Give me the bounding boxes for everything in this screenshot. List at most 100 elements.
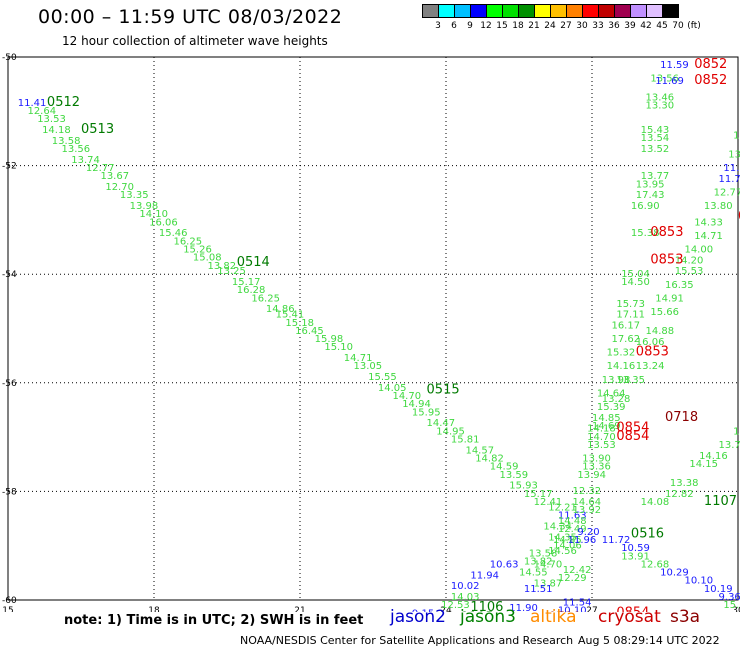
wave-height-value: 15.98: [315, 334, 344, 345]
wave-height-value: 13.98: [602, 375, 631, 386]
wave-height-value: 15.41: [276, 310, 305, 321]
pass-time-label: 0513: [81, 122, 114, 137]
wave-height-value: 14.10: [139, 209, 168, 220]
legend-label: 45: [656, 21, 668, 31]
wave-height-value: 13.36: [582, 462, 611, 473]
wave-height-value: 14.06: [553, 540, 582, 551]
wave-height-value: 14.08: [641, 497, 670, 508]
pass-time-label: 0853: [650, 252, 683, 267]
wave-height-value: 15.17: [232, 277, 261, 288]
wave-height-value: 9.15: [412, 608, 434, 612]
wave-height-value: 16.25: [173, 236, 202, 247]
wave-height-value: 12.82: [665, 489, 694, 500]
wave-height-value: 14.33: [694, 217, 723, 228]
wave-height-value: 16.45: [295, 326, 324, 337]
y-tick-label: -60: [2, 596, 17, 606]
wave-height-value: 14.69: [592, 421, 621, 432]
legend-label: 3: [435, 21, 441, 31]
wave-height-value: 13.98: [130, 201, 159, 212]
pass-time-label: 0516: [631, 527, 664, 542]
wave-height-value: 15.18: [285, 318, 314, 329]
wave-height-value: 10.59: [621, 543, 650, 554]
wave-height-value: 15.08: [193, 253, 222, 264]
wave-height-value: 15.55: [368, 372, 397, 383]
wave-height-value: 9.36: [719, 592, 740, 603]
plot-frame: [7, 56, 739, 601]
wave-height-value: 14: [733, 426, 740, 437]
legend-label: 27: [560, 21, 572, 31]
wave-height-value: 14.70: [587, 432, 616, 443]
wave-height-value: 13.82: [208, 261, 237, 272]
x-tick-label: 24: [440, 606, 452, 612]
pass-time-label: 0853: [650, 225, 683, 240]
pass-time-label: 0718: [665, 410, 698, 425]
legend-swatch: [662, 4, 679, 18]
x-tick-label: 15: [2, 606, 13, 612]
wave-height-value: 11.41: [18, 98, 47, 109]
wave-height-value: 14.59: [490, 462, 519, 473]
wave-height-value: 15.93: [509, 481, 538, 492]
chart-title: 00:00 – 11:59 UTC 08/03/2022: [38, 6, 343, 28]
wave-height-value: 13.46: [646, 92, 675, 103]
wave-height-value: 11.94: [470, 570, 499, 581]
legend-label: 39: [624, 21, 636, 31]
legend-label: 70: [672, 21, 684, 31]
wave-height-value: 14.16: [699, 451, 728, 462]
wave-height-value: 14.48: [558, 516, 587, 527]
wave-height-value: 13.80: [704, 201, 733, 212]
wave-height-value: 13.92: [573, 505, 602, 516]
legend-label: 33: [592, 21, 604, 31]
wave-height-value: 12.21: [548, 502, 577, 513]
wave-height-value: 11.63: [558, 511, 587, 522]
wave-height-value: 13.94: [577, 470, 606, 481]
wave-height-value: 11.96: [568, 535, 597, 546]
color-legend: 3 6 9 12 15 18 21 24 27 30 33 36 39 42 45 70 (ft): [422, 4, 701, 31]
wave-height-value: 14.86: [266, 304, 295, 315]
wave-height-value: 11.8: [723, 163, 740, 174]
wave-height-value: 13.25: [217, 266, 246, 277]
pass-time-label: 0852: [694, 57, 727, 72]
wave-height-value: 10.10: [684, 576, 713, 587]
note-text: note: 1) Time is in UTC; 2) SWH is in fe…: [64, 613, 364, 628]
wave-height-value: 14.91: [655, 293, 684, 304]
wave-height-value: 13.: [728, 149, 740, 160]
wave-height-value: 14.70: [392, 391, 421, 402]
legend-label: 12: [480, 21, 492, 31]
wave-height-value: 15.81: [451, 435, 480, 446]
pass-time-label: 0854: [616, 421, 649, 436]
legend-label: 36: [608, 21, 620, 31]
wave-height-value: 15.26: [183, 244, 212, 255]
wave-height-value: 15.10: [324, 342, 353, 353]
wave-height-value: 11.90: [509, 603, 538, 612]
wave-height-value: 12.77: [86, 163, 115, 174]
wave-height-value: 14.71: [694, 231, 723, 242]
wave-height-value: 13.53: [587, 440, 616, 451]
wave-height-value: 13.58: [52, 136, 81, 147]
wave-height-value: 17.11: [616, 310, 645, 321]
wave-height-value: 15.32: [607, 348, 636, 359]
wave-height-value: 16.35: [665, 280, 694, 291]
wave-height-value: 14.85: [553, 535, 582, 546]
wave-height-value: 13.38: [670, 478, 699, 489]
wave-height-value: 13.28: [602, 394, 631, 405]
wave-height-value: 16.28: [237, 285, 266, 296]
wave-height-value: 14.15: [689, 459, 718, 470]
wave-height-value: 10.10: [558, 606, 587, 612]
wave-height-value: 13.05: [354, 361, 383, 372]
wave-height-value: 11.78: [719, 174, 740, 185]
legend-label: 24: [544, 21, 556, 31]
wave-height-value: 13.56: [62, 144, 91, 155]
wave-height-value: 14.03: [451, 592, 480, 603]
wave-height-value: 15.46: [159, 228, 188, 239]
wave-height-value: 16.90: [631, 201, 660, 212]
wave-height-map: 15 18 21 24 27 30 -50 -52 -54 -56 -58 -60 11.4112.64…: [2, 53, 740, 612]
pass-time-label: 0515: [427, 383, 460, 398]
x-tick-label: 18: [148, 606, 160, 612]
wave-height-value: 12.41: [534, 497, 563, 508]
wave-height-value: 13.91: [621, 551, 650, 562]
wave-height-value: 10.63: [490, 559, 519, 570]
wave-height-value: 17.43: [636, 190, 665, 201]
wave-height-value: 14.34: [543, 521, 572, 532]
x-tick-label: 27: [586, 606, 597, 612]
wave-height-value: 15.38: [631, 228, 660, 239]
